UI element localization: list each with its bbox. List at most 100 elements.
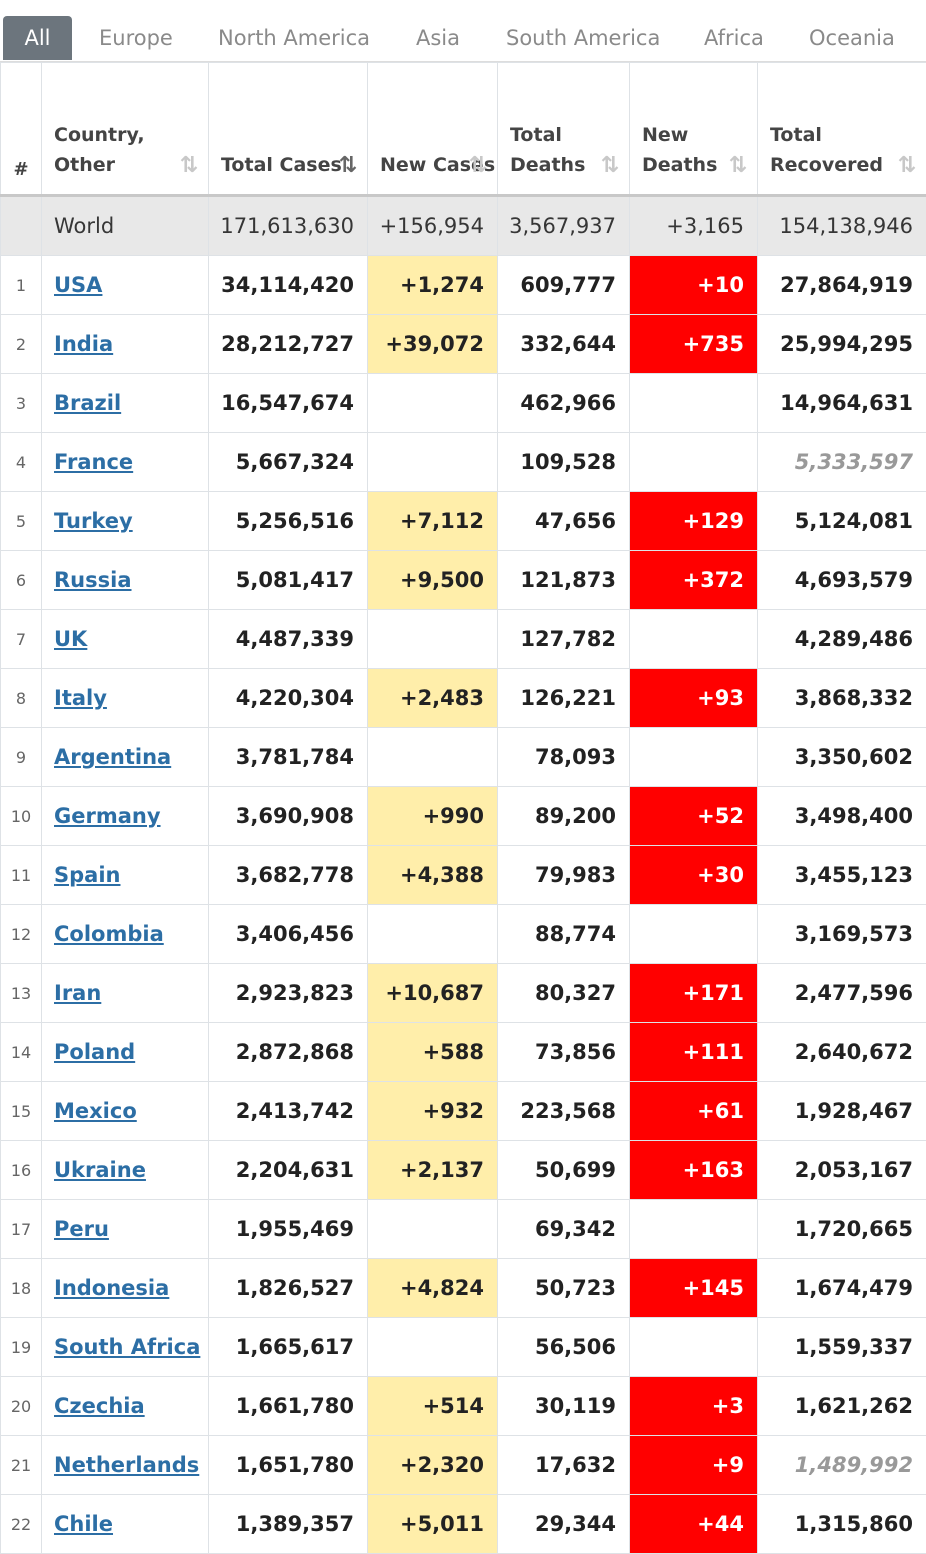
world-num	[1, 196, 42, 256]
total-cases-cell: 3,406,456	[209, 905, 368, 964]
table-header-row: # Country, Other⇅ Total Cases⇅ New Cases…	[1, 63, 926, 196]
sort-icon[interactable]: ⇅	[898, 153, 916, 178]
tab-oceania[interactable]: Oceania	[809, 16, 895, 60]
header-new-deaths[interactable]: New Deaths⇅	[630, 63, 758, 196]
country-link[interactable]: Mexico	[54, 1099, 137, 1123]
country-link[interactable]: Turkey	[54, 509, 133, 533]
total-recovered-cell: 5,124,081	[758, 492, 926, 551]
row-num: 19	[1, 1318, 42, 1377]
tab-all[interactable]: All	[3, 16, 72, 60]
tab-north-america[interactable]: North America	[218, 16, 370, 60]
country-link[interactable]: Colombia	[54, 922, 164, 946]
region-tabs: All Europe North America Asia South Amer…	[0, 0, 926, 62]
total-recovered-cell: 3,455,123	[758, 846, 926, 905]
tab-asia[interactable]: Asia	[416, 16, 460, 60]
row-num: 17	[1, 1200, 42, 1259]
new-cases-cell	[368, 610, 498, 669]
new-cases-cell: +2,137	[368, 1141, 498, 1200]
country-cell: Brazil	[42, 374, 209, 433]
total-cases-cell: 3,682,778	[209, 846, 368, 905]
country-link[interactable]: Indonesia	[54, 1276, 169, 1300]
sort-icon[interactable]: ⇅	[601, 153, 619, 178]
tab-europe[interactable]: Europe	[99, 16, 173, 60]
country-cell: Mexico	[42, 1082, 209, 1141]
new-deaths-cell	[630, 728, 758, 787]
country-link[interactable]: UK	[54, 627, 87, 651]
new-cases-cell: +39,072	[368, 315, 498, 374]
total-deaths-cell: 127,782	[498, 610, 630, 669]
country-cell: Colombia	[42, 905, 209, 964]
country-cell: Chile	[42, 1495, 209, 1554]
new-cases-cell	[368, 374, 498, 433]
total-cases-cell: 16,547,674	[209, 374, 368, 433]
total-deaths-cell: 17,632	[498, 1436, 630, 1495]
country-link[interactable]: Brazil	[54, 391, 121, 415]
country-link[interactable]: Russia	[54, 568, 132, 592]
new-cases-cell: +990	[368, 787, 498, 846]
new-cases-cell: +10,687	[368, 964, 498, 1023]
sort-icon[interactable]: ⇅	[180, 153, 198, 178]
header-country[interactable]: Country, Other⇅	[42, 63, 209, 196]
country-link[interactable]: Iran	[54, 981, 101, 1005]
sort-icon[interactable]: ⇅	[469, 153, 487, 178]
total-recovered-cell: 1,489,992	[758, 1436, 926, 1495]
country-cell: Ukraine	[42, 1141, 209, 1200]
header-num: #	[1, 63, 42, 196]
country-cell: Netherlands	[42, 1436, 209, 1495]
new-cases-cell: +588	[368, 1023, 498, 1082]
new-deaths-cell: +9	[630, 1436, 758, 1495]
country-cell: France	[42, 433, 209, 492]
tab-south-america[interactable]: South America	[506, 16, 660, 60]
country-link[interactable]: India	[54, 332, 113, 356]
country-link[interactable]: Argentina	[54, 745, 171, 769]
total-cases-cell: 1,661,780	[209, 1377, 368, 1436]
new-cases-cell	[368, 905, 498, 964]
new-cases-cell: +2,320	[368, 1436, 498, 1495]
country-cell: USA	[42, 256, 209, 315]
new-deaths-cell: +10	[630, 256, 758, 315]
new-cases-cell: +5,011	[368, 1495, 498, 1554]
country-link[interactable]: Chile	[54, 1512, 113, 1536]
tab-africa[interactable]: Africa	[704, 16, 764, 60]
country-link[interactable]: South Africa	[54, 1335, 200, 1359]
country-link[interactable]: Netherlands	[54, 1453, 199, 1477]
header-new-cases[interactable]: New Cases⇅	[368, 63, 498, 196]
country-link[interactable]: USA	[54, 273, 102, 297]
header-total-deaths[interactable]: Total Deaths⇅	[498, 63, 630, 196]
country-cell: Poland	[42, 1023, 209, 1082]
row-num: 12	[1, 905, 42, 964]
new-cases-cell: +4,824	[368, 1259, 498, 1318]
country-link[interactable]: Peru	[54, 1217, 109, 1241]
world-label: World	[42, 196, 209, 256]
total-recovered-cell: 2,053,167	[758, 1141, 926, 1200]
total-deaths-cell: 462,966	[498, 374, 630, 433]
country-link[interactable]: Poland	[54, 1040, 135, 1064]
country-link[interactable]: Germany	[54, 804, 161, 828]
total-cases-cell: 5,081,417	[209, 551, 368, 610]
new-cases-cell: +9,500	[368, 551, 498, 610]
header-total-recovered[interactable]: Total Recovered⇅	[758, 63, 926, 196]
sort-desc-icon[interactable]: ⇅	[339, 153, 357, 178]
world-new-cases: +156,954	[368, 196, 498, 256]
country-link[interactable]: Italy	[54, 686, 107, 710]
row-num: 18	[1, 1259, 42, 1318]
header-total-cases[interactable]: Total Cases⇅	[209, 63, 368, 196]
country-link[interactable]: France	[54, 450, 133, 474]
total-deaths-cell: 80,327	[498, 964, 630, 1023]
country-cell: South Africa	[42, 1318, 209, 1377]
row-num: 21	[1, 1436, 42, 1495]
country-link[interactable]: Spain	[54, 863, 120, 887]
total-cases-cell: 5,256,516	[209, 492, 368, 551]
sort-icon[interactable]: ⇅	[729, 153, 747, 178]
country-link[interactable]: Czechia	[54, 1394, 145, 1418]
country-link[interactable]: Ukraine	[54, 1158, 146, 1182]
